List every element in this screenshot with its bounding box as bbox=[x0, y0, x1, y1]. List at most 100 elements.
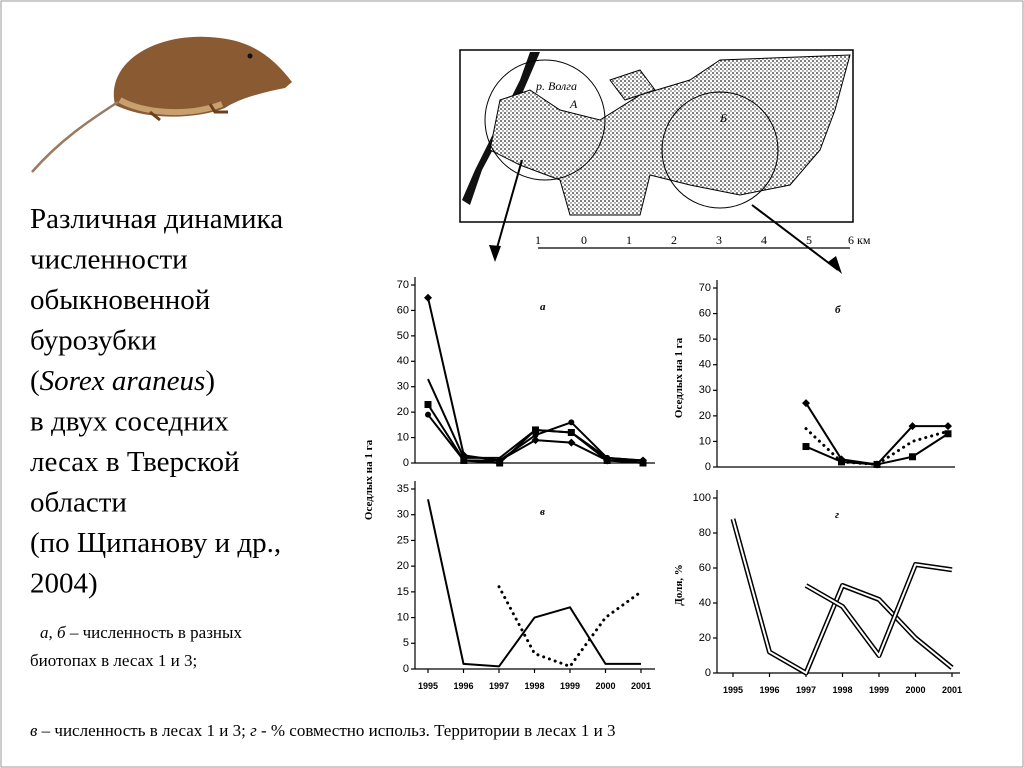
y-tick-label: 20 bbox=[699, 410, 711, 422]
marker bbox=[568, 419, 575, 426]
x-tick-label: 1999 bbox=[560, 681, 580, 691]
map: р. Волга А Б bbox=[459, 49, 854, 274]
x-tick-label: 1998 bbox=[832, 685, 852, 695]
x-tick-label: 1998 bbox=[524, 681, 544, 691]
chart-title: а bbox=[540, 301, 546, 313]
y-tick-label: 60 bbox=[397, 304, 409, 316]
x-tick-label: 2000 bbox=[905, 685, 925, 695]
marker bbox=[567, 438, 576, 447]
y-tick-label: 5 bbox=[403, 637, 409, 649]
caption-part: – численность в разных bbox=[66, 623, 243, 642]
series-line bbox=[730, 518, 954, 676]
y-tick-label: 10 bbox=[699, 435, 711, 447]
marker bbox=[532, 432, 539, 439]
y-tick-label: 40 bbox=[699, 359, 711, 371]
y-tick-label: 20 bbox=[397, 406, 409, 418]
map-label: Б bbox=[719, 111, 727, 125]
x-tick-label: 1996 bbox=[759, 685, 779, 695]
x-tick-label: 1996 bbox=[453, 681, 473, 691]
marker bbox=[532, 426, 539, 434]
footer-part: г bbox=[250, 721, 257, 740]
marker bbox=[802, 443, 810, 451]
y-tick-label: 50 bbox=[397, 330, 409, 342]
x-tick-label: 1999 bbox=[869, 685, 889, 695]
chart-title: б bbox=[835, 304, 841, 316]
marker bbox=[604, 454, 611, 461]
y-tick-label: 80 bbox=[699, 527, 711, 539]
scale-label: 1 bbox=[626, 233, 632, 247]
x-tick-label: 1995 bbox=[723, 685, 743, 695]
y-tick-label: 35 bbox=[397, 483, 409, 495]
map-label: р. Волга bbox=[535, 79, 577, 93]
marker bbox=[802, 399, 810, 408]
chart-title: в bbox=[540, 506, 545, 518]
y-tick-label: 60 bbox=[699, 307, 711, 319]
marker bbox=[640, 457, 646, 464]
marker bbox=[424, 293, 432, 302]
scale-label: 5 bbox=[806, 233, 812, 247]
scale-label: 0 bbox=[581, 233, 587, 247]
heading-line: 2004) bbox=[30, 568, 98, 600]
heading-line: Различная динамика bbox=[30, 203, 283, 235]
x-tick-label: 1997 bbox=[489, 681, 509, 691]
y-tick-label: 20 bbox=[397, 560, 409, 572]
y-axis-label: Оседлых на 1 га bbox=[673, 337, 685, 418]
y-tick-label: 30 bbox=[397, 509, 409, 521]
y-tick-label: 50 bbox=[699, 333, 711, 345]
y-tick-label: 40 bbox=[397, 355, 409, 367]
y-tick-label: 30 bbox=[397, 381, 409, 393]
scale-label: 2 bbox=[671, 233, 677, 247]
y-tick-label: 0 bbox=[403, 457, 409, 469]
marker bbox=[908, 422, 917, 431]
heading-line: лесах в Тверской bbox=[30, 446, 240, 478]
heading-line: в двух соседних bbox=[30, 406, 229, 438]
marker bbox=[460, 457, 467, 464]
y-tick-label: 10 bbox=[397, 431, 409, 443]
forest bbox=[489, 54, 851, 216]
y-tick-label: 0 bbox=[403, 663, 409, 675]
arrow bbox=[494, 159, 839, 271]
y-axis-label: Оседлых на 1 га bbox=[363, 439, 375, 520]
series-line-inner bbox=[732, 518, 953, 675]
heading-line: области bbox=[30, 487, 127, 519]
forest bbox=[609, 69, 656, 101]
heading-line: (по Щипанову и др., bbox=[30, 527, 281, 559]
y-tick-label: 20 bbox=[699, 632, 711, 644]
marker bbox=[424, 401, 432, 409]
y-tick-label: 10 bbox=[397, 611, 409, 623]
heading-line: бурозубки bbox=[30, 325, 156, 357]
footer-part: в bbox=[30, 721, 38, 740]
shrew-illustration bbox=[31, 36, 292, 173]
y-tick-label: 70 bbox=[699, 282, 711, 294]
y-tick-label: 30 bbox=[699, 384, 711, 396]
series-line bbox=[804, 562, 953, 658]
y-tick-label: 70 bbox=[397, 279, 409, 291]
heading-line: обыкновенной bbox=[30, 284, 210, 316]
y-tick-label: 100 bbox=[693, 492, 711, 504]
footer-part: - % совместно использ. Территории в леса… bbox=[257, 721, 616, 740]
y-tick-label: 15 bbox=[397, 586, 409, 598]
y-axis-label: Доля, % bbox=[673, 564, 685, 606]
heading-part: ( bbox=[30, 365, 40, 397]
y-tick-label: 0 bbox=[705, 461, 711, 473]
caption-line: а, б – численность в разных bbox=[40, 623, 242, 642]
series-line bbox=[497, 585, 643, 668]
caption-part: биотопах в лесах 1 и 3; bbox=[30, 651, 197, 670]
y-tick-label: 0 bbox=[705, 667, 711, 679]
scale-label: 3 bbox=[716, 233, 722, 247]
marker bbox=[567, 428, 575, 436]
map-label: А bbox=[569, 97, 578, 111]
scale-label: 4 bbox=[761, 233, 767, 247]
chart-title: г bbox=[835, 509, 839, 521]
heading: Различная динамика численности обыкновенно… bbox=[30, 203, 283, 600]
arrowhead bbox=[489, 245, 842, 274]
x-tick-label: 2001 bbox=[942, 685, 962, 695]
footer-part: – численность в лесах 1 и 3; bbox=[37, 721, 250, 740]
series-line bbox=[804, 427, 950, 466]
marker bbox=[944, 430, 952, 438]
x-tick-label: 2001 bbox=[631, 681, 651, 691]
caption-part: а, б bbox=[40, 623, 66, 642]
